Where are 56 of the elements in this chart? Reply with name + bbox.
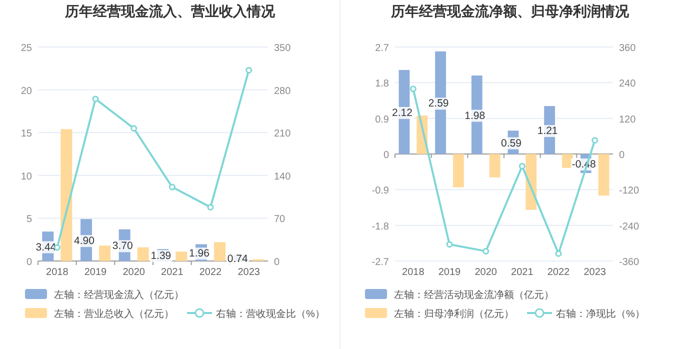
x-tick-label: 2021 [511,267,534,278]
y-tick-label: 0 [26,257,32,268]
y2-tick-label: -120 [619,186,640,197]
y-tick-label: 0.9 [375,114,390,126]
legend-label: 左轴：经营现金流入（亿元） [54,289,184,301]
x-tick-label: 2020 [122,267,146,278]
x-tick-label: 2019 [84,267,108,278]
y-tick-label: -0.9 [372,186,390,197]
y-tick-label: 20 [20,86,32,97]
data-label: 2.59 [428,98,449,110]
y2-tick-label: 120 [619,114,636,126]
y-tick-label: -1.8 [372,221,390,232]
legend-label: 左轴：归母净利润（亿元） [394,308,514,320]
data-label: 0.74 [227,252,248,265]
y-tick-label: 5 [26,214,32,226]
data-label: 4.90 [74,235,95,248]
x-tick-label: 2023 [238,267,260,278]
x-tick-label: 2020 [474,267,498,278]
y-tick-label: -2.7 [372,257,390,268]
y2-tick-label: 0 [619,150,625,161]
data-label: 1.39 [150,250,172,262]
x-tick-label: 2021 [161,267,184,278]
y2-tick-label: 240 [619,78,636,90]
x-tick-label: 2018 [46,267,69,278]
chart-title: 历年经营现金流入、营业收入情况 [64,3,276,19]
data-label: 1.96 [189,248,210,260]
data-label: 1.21 [537,125,558,138]
x-tick-label: 2023 [584,267,606,278]
data-label: 1.98 [464,110,486,122]
y2-tick-label: 350 [274,43,292,54]
legend-label: 右轴：净现比（%） [556,308,645,320]
y2-tick-label: 280 [274,86,292,97]
y2-tick-label: -240 [619,221,640,232]
y2-tick-label: -360 [619,257,640,268]
y-tick-label: 0 [383,150,390,161]
y2-tick-label: 70 [274,214,286,226]
y-tick-label: 10 [20,171,32,182]
y2-tick-label: 360 [619,43,636,54]
x-tick-label: 2019 [438,267,462,278]
x-tick-label: 2022 [199,267,222,278]
legend-label: 左轴：经营活动现金流净额（亿元） [394,289,554,301]
legend-label: 左轴：营业总收入（亿元） [54,308,174,320]
y-tick-label: 1.8 [375,78,390,90]
legend-label: 右轴：营收现金比（%） [216,308,325,320]
y-tick-label: 15 [20,128,32,140]
y2-tick-label: 140 [274,171,292,182]
data-label: 0.59 [501,137,522,150]
x-tick-label: 2018 [402,267,425,278]
y-tick-label: 25 [20,43,32,54]
data-label: 3.70 [112,240,133,252]
chart-title: 历年经营现金流净额、归母净利润情况 [390,3,630,19]
data-label: 2.12 [392,106,413,119]
y-tick-label: 2.7 [375,43,390,54]
y2-tick-label: 210 [274,128,292,140]
y2-tick-label: 0 [274,257,280,268]
x-tick-label: 2022 [547,267,570,278]
